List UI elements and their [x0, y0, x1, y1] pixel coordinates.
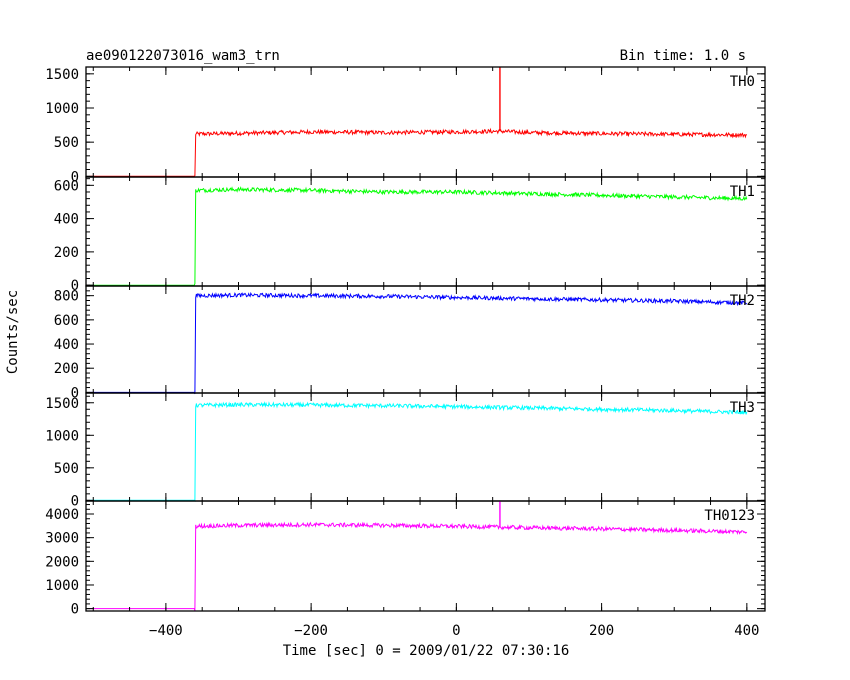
- x-axis-label: Time [sec] 0 = 2009/01/22 07:30:16: [283, 643, 570, 659]
- y-tick-label-th0123: 0: [71, 602, 79, 618]
- y-tick-label-th0: 0: [71, 169, 79, 185]
- chart-title: ae090122073016_wam3_trn: [86, 48, 280, 64]
- y-tick-label-th0123: 4000: [45, 507, 79, 523]
- x-tick-label: −400: [149, 623, 183, 639]
- x-tick-label: 200: [589, 623, 614, 639]
- panel-frame-th0123: [85, 500, 766, 612]
- y-tick-label-th0123: 1000: [45, 578, 79, 594]
- y-tick-label-th3: 500: [54, 461, 79, 477]
- series-line-th3: [89, 401, 748, 502]
- panel-frame-th1: [85, 176, 766, 287]
- panel-frame-th3: [85, 392, 766, 502]
- panel-frame-th0: [85, 66, 766, 178]
- y-tick-label-th0: 1000: [45, 101, 79, 117]
- y-tick-label-th2: 600: [54, 313, 79, 329]
- y-tick-label-th2: 200: [54, 361, 79, 377]
- panel-label-th0123: TH0123: [704, 508, 755, 524]
- panel-label-th2: TH2: [730, 293, 755, 309]
- y-tick-label-th0123: 2000: [45, 554, 79, 570]
- y-tick-label-th1: 600: [54, 178, 79, 194]
- y-tick-label-th1: 0: [71, 278, 79, 294]
- y-tick-label-th0: 500: [54, 135, 79, 151]
- series-line-th2: [89, 291, 748, 395]
- panel-label-th1: TH1: [730, 184, 755, 200]
- y-tick-label-th2: 800: [54, 289, 79, 305]
- series-line-th0123: [89, 521, 748, 611]
- y-tick-label-th0123: 3000: [45, 531, 79, 547]
- y-axis-label: Counts/sec: [5, 290, 21, 374]
- y-tick-label-th3: 1500: [45, 396, 79, 412]
- y-tick-label-th3: 0: [71, 493, 79, 509]
- x-tick-label: 0: [452, 623, 460, 639]
- bin-time-label: Bin time: 1.0 s: [620, 48, 746, 64]
- y-tick-label-th0: 1500: [45, 67, 79, 83]
- series-line-th1: [89, 186, 748, 286]
- y-tick-label-th2: 0: [71, 385, 79, 401]
- panel-label-th3: TH3: [730, 400, 755, 416]
- y-tick-label-th3: 1000: [45, 428, 79, 444]
- x-tick-label: 400: [734, 623, 759, 639]
- y-tick-label-th1: 400: [54, 212, 79, 228]
- panel-label-th0: TH0: [730, 74, 755, 90]
- y-tick-label-th1: 200: [54, 245, 79, 261]
- x-tick-label: −200: [294, 623, 328, 639]
- series-line-th0: [89, 127, 748, 177]
- y-tick-label-th2: 400: [54, 337, 79, 353]
